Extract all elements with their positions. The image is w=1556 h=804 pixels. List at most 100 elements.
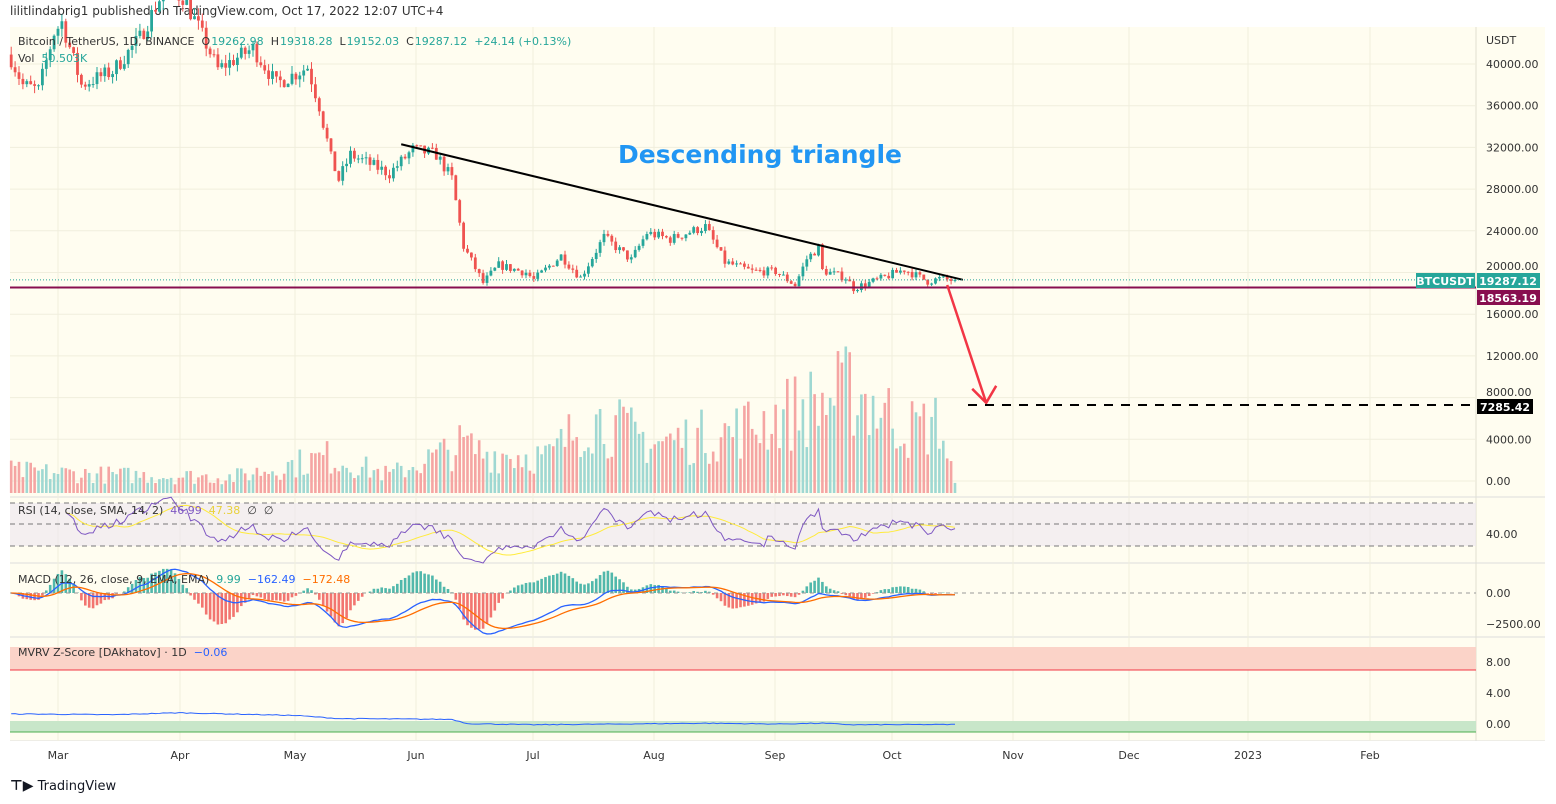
plot-background [10, 27, 1476, 741]
macd-histogram-bar [220, 593, 224, 625]
macd-histogram-bar [821, 581, 824, 593]
down-arrow[interactable] [946, 284, 988, 404]
macd-histogram-bar [598, 575, 602, 593]
candle-body [910, 271, 914, 278]
candle-body [142, 30, 146, 39]
macd-histogram-bar [197, 593, 200, 604]
candle-body [87, 84, 91, 87]
candle-body [204, 27, 208, 49]
candle-body [333, 151, 337, 172]
macd-histogram-bar [828, 588, 832, 593]
macd-histogram-bar [240, 593, 243, 607]
candle-body [161, 0, 165, 2]
time-tick-Dec: Dec [1118, 749, 1139, 762]
volume-bar [563, 446, 567, 493]
volume-bar [126, 467, 130, 493]
volume-bar [832, 405, 836, 493]
candle-body [891, 269, 894, 279]
macd-histogram-bar [72, 583, 75, 593]
macd-histogram-bar [407, 575, 411, 593]
mvrv-undervalued-zone [10, 721, 1476, 732]
candle-body [512, 268, 516, 271]
volume-bar [228, 474, 231, 493]
macd-histogram-bar [516, 585, 520, 593]
candle-body [606, 233, 610, 236]
candle-body [267, 70, 270, 79]
volume-bar [836, 351, 840, 493]
volume-bar [29, 462, 32, 493]
volume-bar [197, 477, 200, 493]
volume-bar [9, 460, 13, 493]
candle-body [384, 166, 387, 176]
macd-histogram-bar [731, 593, 734, 609]
candle-body [60, 21, 64, 29]
candle-body [848, 279, 852, 282]
volume-bar [758, 443, 762, 493]
volume-bar [41, 469, 44, 493]
candle-body [509, 264, 512, 271]
volume-bar [618, 399, 621, 493]
trendline-resistance[interactable] [400, 143, 964, 281]
volume-bar [154, 482, 157, 493]
candle-body [633, 249, 637, 258]
candle-body [704, 224, 707, 231]
rsi-line [65, 496, 956, 564]
candle-body [103, 67, 107, 77]
candle-body [622, 247, 625, 251]
candle-body [567, 264, 571, 269]
candle-body [938, 277, 941, 279]
volume-bar [501, 453, 504, 493]
candle-body [735, 263, 738, 265]
candle-body [345, 163, 348, 167]
volume-bar [290, 460, 294, 493]
candle-body [524, 272, 528, 276]
candle-body [782, 274, 785, 276]
macd-histogram-bar [485, 593, 489, 624]
volume-bar [567, 414, 571, 493]
volume-bar [485, 451, 489, 493]
candle-body [177, 0, 181, 1]
tradingview-logo[interactable]: ⊤▶ TradingView [10, 778, 116, 794]
candle-body [239, 47, 243, 58]
candle-body [442, 156, 446, 172]
candle-body [680, 237, 684, 239]
volume-bar [938, 448, 941, 493]
candle-body [762, 270, 766, 276]
macd-histogram-bar [360, 593, 364, 597]
candle-body [95, 72, 99, 85]
price-tick: 12000.00 [1486, 350, 1539, 363]
macd-histogram-bar [314, 593, 317, 595]
macd-histogram-bar [45, 590, 48, 593]
macd-histogram-bar [111, 593, 114, 599]
volume-bar [910, 401, 914, 493]
macd-histogram-bar [177, 578, 181, 593]
macd-histogram-bar [193, 593, 196, 600]
macd-histogram-bar [372, 588, 376, 593]
volume-bar [887, 388, 890, 493]
macd-histogram-bar [232, 593, 235, 617]
volume-bar [403, 477, 407, 493]
macd-histogram-bar [169, 569, 173, 593]
volume-bar [540, 454, 543, 493]
volume-bar [442, 438, 446, 493]
macd-histogram-bar [926, 593, 929, 594]
macd-histogram-bar [91, 593, 95, 609]
volume-bar [591, 453, 594, 493]
time-tick-May: May [284, 749, 307, 762]
macd-histogram-bar [337, 593, 341, 627]
macd-histogram-bar [501, 593, 504, 599]
macd-histogram-bar [165, 568, 169, 593]
macd-label: MACD (12, 26, close, 9, EMA, EMA) [18, 573, 209, 586]
volume-bar [548, 444, 551, 493]
candle-body [197, 16, 200, 21]
volume-bar [575, 437, 578, 493]
candle-body [466, 248, 469, 253]
macd-histogram-bar [204, 593, 208, 615]
volume-bar [731, 437, 734, 493]
macd-histogram-bar [883, 589, 887, 593]
candle-body [579, 276, 582, 278]
volume-bar [509, 458, 512, 493]
macd-histogram-bar [630, 589, 633, 593]
volume-bar [657, 441, 660, 493]
